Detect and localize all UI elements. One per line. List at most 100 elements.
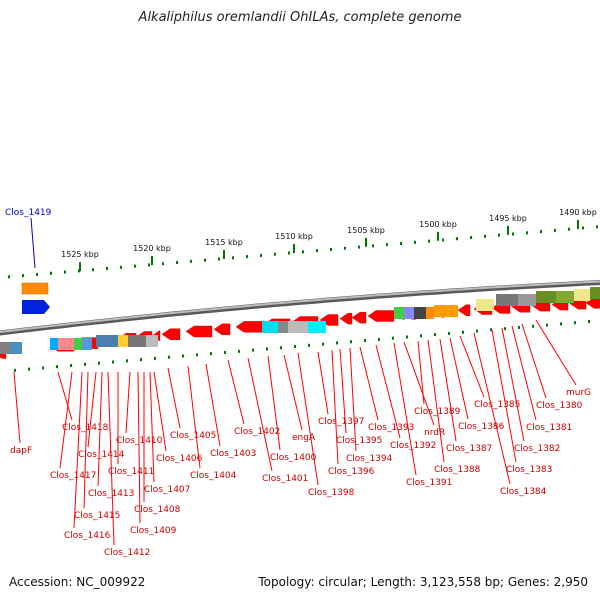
gene-label: Clos_1391	[406, 478, 452, 488]
lower-dot	[504, 327, 506, 331]
leader-line	[449, 337, 469, 420]
lower-dot	[448, 331, 450, 335]
gene-label: Clos_1414	[78, 450, 125, 460]
gene-label: Clos_1381	[526, 423, 572, 433]
gene-label: Clos_1395	[336, 436, 382, 446]
scale-dot	[190, 259, 192, 263]
gene-label: Clos_1403	[210, 449, 256, 459]
scale-dot	[540, 230, 542, 234]
leader-line	[59, 371, 73, 469]
lower-dot	[462, 330, 464, 334]
scale-dot	[316, 249, 318, 253]
scale-dot	[246, 255, 248, 259]
leader-line	[417, 340, 425, 405]
annotation-block	[574, 289, 590, 301]
scale-dot	[302, 250, 304, 254]
lower-dot	[546, 323, 548, 327]
scale-dot	[92, 268, 94, 272]
scale-dot	[204, 258, 206, 262]
annotation-block	[50, 338, 58, 350]
lower-dot	[126, 359, 128, 363]
scale-dot	[428, 239, 430, 243]
scale-label: 1490 kbp	[559, 208, 597, 217]
leader-line	[107, 371, 115, 546]
lower-dot	[112, 360, 114, 364]
leader-line	[73, 371, 83, 529]
lower-dot	[28, 367, 30, 371]
lower-dot	[378, 337, 380, 341]
leader-line	[375, 344, 401, 439]
gene-label: engA	[292, 433, 316, 443]
annotation-block	[434, 305, 446, 317]
scale-dot	[134, 264, 136, 268]
leader-line	[297, 352, 319, 486]
scale-dot	[554, 228, 556, 232]
scale-label: 1515 kbp	[205, 238, 243, 247]
annotation-block	[262, 321, 278, 333]
gene-label: Clos_1412	[104, 548, 150, 558]
leader-line	[473, 332, 511, 485]
gene-arrow-clos-1419	[22, 300, 50, 314]
leader-line	[511, 325, 537, 421]
gene-label: Clos_1406	[156, 454, 203, 464]
gene-arrow	[213, 323, 231, 336]
scale-dot	[484, 234, 486, 238]
gene-labels: Clos_1419 dapF Clos_1418 Clos_1417 Clos_1416…	[5, 208, 591, 558]
lower-dot	[210, 352, 212, 356]
leader-line	[205, 363, 221, 447]
leader-line	[317, 351, 329, 415]
leader-line	[167, 367, 181, 429]
lower-dot	[518, 325, 520, 329]
gene-arrow	[457, 304, 471, 316]
gene-label-clos-1419: Clos_1419	[5, 208, 52, 218]
gene-label: Clos_1417	[50, 471, 96, 481]
annotation-block	[394, 307, 404, 319]
annotation-block	[496, 294, 518, 306]
lower-dot	[574, 321, 576, 325]
gene-arrow	[339, 312, 353, 325]
annotation-block	[0, 342, 10, 354]
backbone-highlight	[0, 280, 600, 334]
scale-dot	[568, 227, 570, 231]
lower-dot	[98, 361, 100, 365]
orange-feature	[21, 282, 49, 295]
annotation-block	[308, 321, 326, 333]
scale-dot	[288, 251, 290, 255]
scale-dot	[512, 232, 514, 236]
leader-line	[459, 335, 485, 398]
scale-label: 1500 kbp	[419, 220, 457, 229]
scale-dot	[582, 226, 584, 230]
scale-dot	[442, 238, 444, 242]
lower-dot	[56, 365, 58, 369]
leader-line	[97, 371, 103, 487]
lower-dot	[532, 324, 534, 328]
gene-label: Clos_1383	[506, 465, 552, 475]
gene-label: Clos_1418	[62, 423, 109, 433]
gene-label: Clos_1382	[514, 444, 560, 454]
annotation-block	[518, 294, 536, 306]
scale-dot	[526, 231, 528, 235]
gene-label: Clos_1392	[390, 441, 436, 451]
gene-label: Clos_1409	[130, 526, 177, 536]
gene-label: Clos_1408	[134, 505, 181, 515]
annotation-block	[404, 307, 414, 319]
annotation-block	[426, 307, 434, 319]
scale-ruler: 1525 kbp 1520 kbp 1515 kbp 1510 kbp 1505 kbp…	[8, 208, 598, 372]
leader-line	[283, 354, 303, 431]
scale-dot	[120, 265, 122, 269]
genome-summary: Topology: circular; Length: 3,123,558 bp…	[258, 575, 588, 589]
leader-line	[227, 359, 245, 425]
scale-dot	[456, 237, 458, 241]
scale-dot	[596, 225, 598, 229]
lower-dot	[252, 348, 254, 352]
gene-label: Clos_1401	[262, 474, 308, 484]
scale-major-tick	[437, 231, 439, 241]
leader-line	[521, 323, 547, 399]
scale-label: 1505 kbp	[347, 226, 385, 235]
leader-line	[403, 341, 435, 426]
lower-dot	[168, 355, 170, 359]
scale-dot	[386, 243, 388, 247]
lower-dot	[84, 362, 86, 366]
scale-dot	[358, 245, 360, 249]
